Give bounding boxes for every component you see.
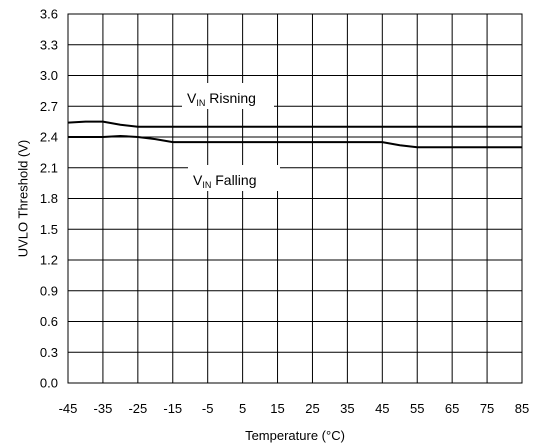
x-tick-label: 35 bbox=[340, 401, 354, 416]
y-tick-label: 3.6 bbox=[40, 7, 58, 22]
y-tick-label: 0.6 bbox=[40, 314, 58, 329]
y-tick-label: 1.2 bbox=[40, 253, 58, 268]
x-tick-label: 15 bbox=[270, 401, 284, 416]
y-tick-label: 2.7 bbox=[40, 99, 58, 114]
annotations: VIN Risning VIN Falling bbox=[182, 83, 280, 191]
y-tick-label: 0.3 bbox=[40, 345, 58, 360]
y-tick-label: 3.0 bbox=[40, 68, 58, 83]
y-tick-label: 0.0 bbox=[40, 376, 58, 391]
y-tick-label: 2.4 bbox=[40, 130, 58, 145]
x-tick-label: 75 bbox=[480, 401, 494, 416]
x-axis-title: Temperature (°C) bbox=[245, 428, 345, 443]
annotation-bg-falling bbox=[188, 165, 280, 191]
series-line-vin-rising bbox=[67, 120, 522, 128]
x-tick-label: 55 bbox=[410, 401, 424, 416]
annotation-vin-rising: VIN Risning bbox=[187, 90, 256, 108]
x-tick-label: -25 bbox=[128, 401, 147, 416]
y-tick-labels: 0.0 0.3 0.6 0.9 1.2 1.5 1.8 2.1 2.4 2.7 3.0 3.3 3.6 bbox=[40, 7, 58, 391]
series-lines bbox=[67, 120, 522, 149]
x-tick-label: 85 bbox=[515, 401, 529, 416]
x-tick-label: -45 bbox=[59, 401, 78, 416]
x-tick-label: -5 bbox=[202, 401, 214, 416]
x-tick-label: 65 bbox=[445, 401, 459, 416]
y-tick-label: 0.9 bbox=[40, 283, 58, 298]
annotation-bg-rising bbox=[182, 83, 274, 109]
x-tick-labels: -45 -35 -25 -15 -5 5 15 25 35 45 55 65 75 85 bbox=[59, 401, 530, 416]
x-tick-label: 5 bbox=[239, 401, 246, 416]
plot-frame bbox=[67, 13, 523, 384]
x-tick-label: -35 bbox=[94, 401, 113, 416]
y-tick-label: 2.1 bbox=[40, 160, 58, 175]
x-tick-label: 25 bbox=[305, 401, 319, 416]
annotation-vin-falling: VIN Falling bbox=[193, 172, 256, 190]
y-tick-label: 1.8 bbox=[40, 191, 58, 206]
x-tick-label: 45 bbox=[375, 401, 389, 416]
series-line-vin-falling bbox=[68, 134, 522, 149]
x-tick-label: -15 bbox=[163, 401, 182, 416]
y-axis-title: UVLO Threshold (V) bbox=[15, 140, 30, 258]
y-tick-label: 1.5 bbox=[40, 222, 58, 237]
y-tick-label: 3.3 bbox=[40, 37, 58, 52]
